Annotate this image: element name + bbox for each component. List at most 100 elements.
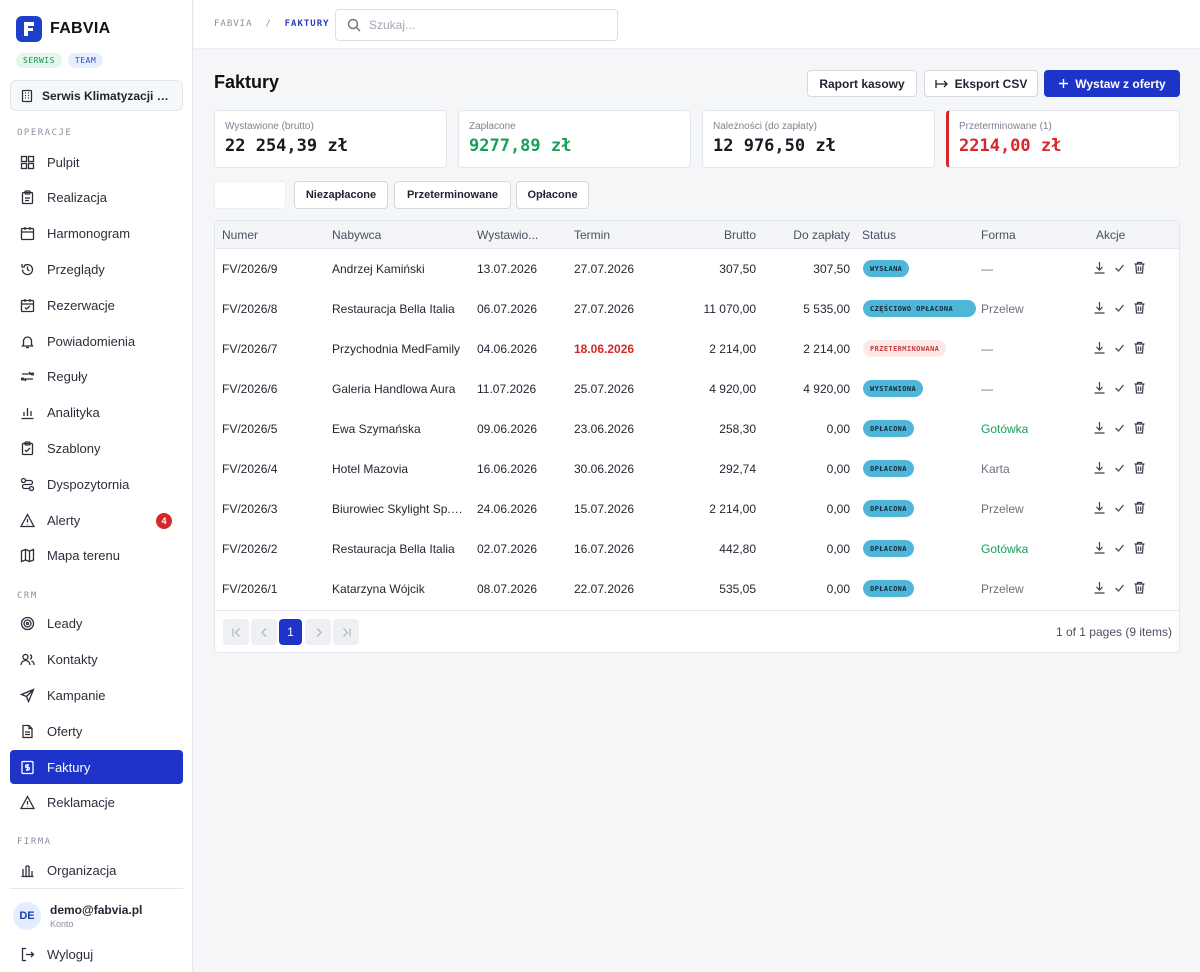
sidebar-item-oferty[interactable]: Oferty	[10, 714, 183, 748]
download-icon[interactable]	[1093, 541, 1106, 554]
cell-forma: Karta	[981, 462, 1010, 476]
page-button-current[interactable]: 1	[279, 619, 302, 645]
check-icon[interactable]	[1113, 541, 1126, 554]
sidebar-item-przeglady[interactable]: Przeglądy	[10, 252, 183, 286]
download-icon[interactable]	[1093, 421, 1106, 434]
column-header-do-zaplaty[interactable]: Do zapłaty	[793, 228, 850, 242]
search-input[interactable]	[369, 18, 599, 32]
trash-icon[interactable]	[1133, 501, 1146, 514]
template-icon	[21, 440, 34, 455]
table-row[interactable]: FV/2026/6 Galeria Handlowa Aura 11.07.20…	[215, 369, 1179, 409]
sidebar-item-reklamacje[interactable]: Reklamacje	[10, 785, 183, 819]
table-row[interactable]: FV/2026/9 Andrzej Kamiński 13.07.2026 27…	[215, 249, 1179, 289]
table-row[interactable]: FV/2026/7 Przychodnia MedFamily 04.06.20…	[215, 329, 1179, 369]
filter-tab-all[interactable]: Wszystkie	[214, 181, 286, 209]
trash-icon[interactable]	[1133, 261, 1146, 274]
breadcrumb-root[interactable]: FABVIA	[214, 19, 253, 29]
download-icon[interactable]	[1093, 581, 1106, 594]
cell-brutto: 11 070,00	[703, 302, 757, 316]
check-icon[interactable]	[1113, 581, 1126, 594]
building-icon	[21, 89, 33, 102]
column-header-forma[interactable]: Forma	[981, 228, 1016, 242]
check-icon[interactable]	[1113, 501, 1126, 514]
download-icon[interactable]	[1093, 261, 1106, 274]
filter-tab-unpaid[interactable]: Niezapłacone	[294, 181, 388, 209]
column-header-nabywca[interactable]: Nabywca	[332, 228, 382, 242]
check-icon[interactable]	[1113, 421, 1126, 434]
sidebar-item-rezerwacje[interactable]: Rezerwacje	[10, 288, 183, 322]
sidebar-item-kampanie[interactable]: Kampanie	[10, 678, 183, 712]
trash-icon[interactable]	[1133, 381, 1146, 394]
sidebar-item-reguly[interactable]: Reguły	[10, 359, 183, 393]
target-icon	[20, 616, 35, 630]
last-page-button[interactable]	[333, 619, 359, 645]
column-header-status[interactable]: Status	[862, 228, 897, 242]
download-icon[interactable]	[1093, 341, 1106, 354]
create-from-offer-button[interactable]: Wystaw z oferty	[1044, 70, 1180, 97]
table-row[interactable]: FV/2026/4 Hotel Mazovia 16.06.2026 30.06…	[215, 449, 1179, 489]
trash-icon[interactable]	[1133, 581, 1146, 594]
trash-icon[interactable]	[1133, 301, 1146, 314]
sidebar-item-realizacja[interactable]: Realizacja	[10, 180, 183, 214]
sidebar-item-mapa[interactable]: Mapa terenu	[10, 538, 183, 572]
cell-nabywca: Katarzyna Wójcik	[332, 582, 425, 596]
column-header-brutto[interactable]: Brutto	[723, 228, 756, 242]
check-icon[interactable]	[1113, 381, 1126, 394]
table-row[interactable]: FV/2026/2 Restauracja Bella Italia 02.07…	[215, 529, 1179, 569]
column-header-numer[interactable]: Numer	[222, 228, 259, 242]
table-row[interactable]: FV/2026/5 Ewa Szymańska 09.06.2026 23.06…	[215, 409, 1179, 449]
trash-icon[interactable]	[1133, 421, 1146, 434]
filter-tab-paid[interactable]: Opłacone	[516, 181, 589, 209]
serwis-badge: SERWIS	[16, 53, 62, 68]
cash-report-button[interactable]: Raport kasowy	[807, 70, 917, 97]
sidebar-item-organizacja[interactable]: Organizacja	[10, 853, 183, 887]
check-icon[interactable]	[1113, 341, 1126, 354]
user-account[interactable]: DE demo@fabvia.pl Konto	[10, 888, 183, 936]
export-csv-button[interactable]: Eksport CSV	[924, 70, 1038, 97]
table-row[interactable]: FV/2026/1 Katarzyna Wójcik 08.07.2026 22…	[215, 569, 1179, 609]
download-icon[interactable]	[1093, 461, 1106, 474]
trash-icon[interactable]	[1133, 461, 1146, 474]
sidebar-item-faktury[interactable]: Faktury	[10, 750, 183, 784]
stat-card-receivables: Należności (do zapłaty) 12 976,50 zł	[702, 110, 935, 168]
column-header-wystawiono[interactable]: Wystawio...	[477, 228, 539, 242]
sidebar-item-pulpit[interactable]: Pulpit	[10, 145, 183, 179]
check-icon[interactable]	[1113, 261, 1126, 274]
logout-button[interactable]: Wyloguj	[10, 937, 183, 971]
table-row[interactable]: FV/2026/8 Restauracja Bella Italia 06.07…	[215, 289, 1179, 329]
sidebar-item-dyspozytornia[interactable]: Dyspozytornia	[10, 467, 183, 501]
sidebar-item-harmonogram[interactable]: Harmonogram	[10, 216, 183, 250]
column-header-termin[interactable]: Termin	[574, 228, 611, 242]
sidebar-item-alerty[interactable]: Alerty 4	[10, 503, 183, 537]
cell-do-zaplaty: 0,00	[826, 422, 850, 436]
trash-icon[interactable]	[1133, 341, 1146, 354]
brand-logo[interactable]: FABVIA	[16, 16, 110, 42]
sidebar-item-kontakty[interactable]: Kontakty	[10, 642, 183, 676]
history-icon	[21, 263, 34, 275]
first-page-button[interactable]	[223, 619, 249, 645]
filter-tab-overdue[interactable]: Przeterminowane	[394, 181, 511, 209]
prev-page-button[interactable]	[251, 619, 277, 645]
search-box[interactable]	[335, 9, 618, 41]
calendar-icon	[20, 226, 35, 240]
sidebar-item-label: Przeglądy	[47, 261, 105, 277]
check-icon[interactable]	[1113, 301, 1126, 314]
sidebar-item-analityka[interactable]: Analityka	[10, 395, 183, 429]
download-icon[interactable]	[1093, 501, 1106, 514]
sidebar-item-leady[interactable]: Leady	[10, 606, 183, 640]
trash-icon[interactable]	[1133, 541, 1146, 554]
table-row[interactable]: FV/2026/3 Biurowiec Skylight Sp. z o.o. …	[215, 489, 1179, 529]
cell-nabywca: Hotel Mazovia	[332, 462, 409, 476]
org-switcher[interactable]: Serwis Klimatyzacji KLIMA	[10, 80, 183, 111]
alert-triangle-icon	[20, 794, 35, 809]
check-icon[interactable]	[1113, 461, 1126, 474]
sidebar-item-szablony[interactable]: Szablony	[10, 431, 183, 465]
download-icon[interactable]	[1093, 301, 1106, 314]
download-icon[interactable]	[1093, 381, 1106, 394]
cell-wystawiono: 13.07.2026	[477, 262, 538, 276]
next-page-button[interactable]	[305, 619, 331, 645]
sidebar-item-powiadomienia[interactable]: Powiadomienia	[10, 324, 183, 358]
plus-icon	[1059, 79, 1069, 88]
cell-numer: FV/2026/7	[222, 342, 278, 356]
document-icon	[22, 724, 33, 738]
